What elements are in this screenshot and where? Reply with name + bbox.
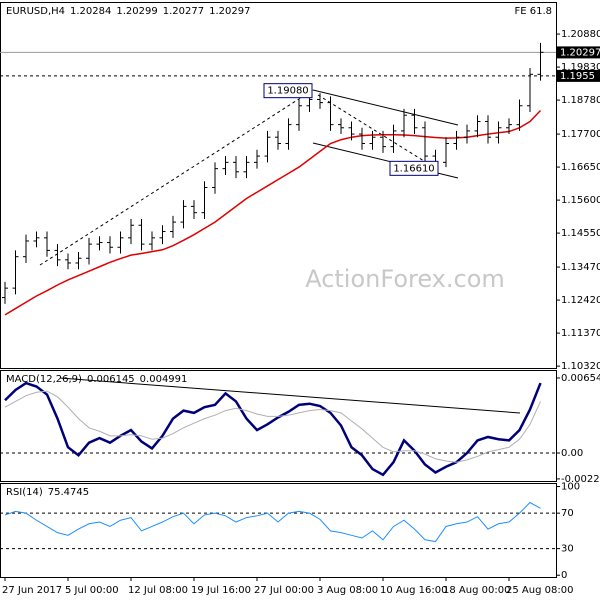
y-tick-label: 1.13470	[561, 262, 600, 273]
annotation-label: 1.16610	[393, 163, 434, 174]
y-tick-label: 1.14550	[561, 228, 600, 239]
indicator-line	[4, 501, 541, 543]
title-text: MACD(12,26,9)	[6, 374, 82, 385]
y-tick-label: 1.16650	[561, 162, 600, 173]
panel-title: EURUSD,H4 1.20284 1.20299 1.20277 1.20297	[6, 6, 250, 17]
y-tick-label: 1.17700	[561, 129, 600, 140]
macd-panel	[0, 370, 557, 482]
x-tick-label: 3 Aug 08:00	[317, 585, 378, 596]
indicator-line	[4, 381, 542, 477]
title-text: EURUSD,H4	[6, 6, 65, 17]
panel-title: MACD(12,26,9) 0.006145 0.004991	[6, 374, 187, 385]
y-tick-label: 1.11370	[561, 328, 600, 339]
macd-trend-line	[59, 377, 521, 414]
title-text: RSI(14)	[6, 487, 43, 498]
y-tick-label: -0.002256	[561, 474, 600, 485]
y-tick-label: 70	[561, 508, 574, 519]
panel-title: RSI(14) 75.4745	[6, 487, 89, 498]
x-tick-label: 12 Jul 08:00	[128, 585, 188, 596]
y-tick-label: 1.12420	[561, 295, 600, 306]
level-label: 1.1955	[560, 71, 595, 82]
level-label: 1.20297	[560, 47, 600, 58]
quote-value: 75.4745	[48, 487, 89, 498]
x-tick-label: 10 Aug 16:00	[380, 585, 447, 596]
y-tick-label: 100	[561, 482, 580, 493]
rsi-panel	[0, 483, 557, 578]
level-label-box	[557, 46, 600, 59]
level-label-box	[557, 69, 600, 82]
x-tick-label: 27 Jun 2017	[2, 585, 62, 596]
channel-line	[312, 89, 459, 126]
indicator-line	[4, 390, 541, 463]
x-tick-label: 25 Aug 08:00	[506, 585, 573, 596]
quote-value: 0.006145	[87, 374, 135, 385]
trend-line	[39, 89, 314, 266]
x-tick-label: 18 Aug 00:00	[443, 585, 510, 596]
y-tick-label: 0.00	[561, 448, 583, 459]
y-tick-label: 1.15600	[561, 195, 600, 206]
y-tick-label: 1.20880	[561, 29, 600, 40]
moving-average	[4, 109, 542, 316]
annotation-box	[263, 83, 313, 99]
quote-value: 1.20297	[209, 6, 250, 17]
corner-text: FE 61.8	[514, 6, 552, 17]
y-tick-label: 1.19830	[561, 62, 600, 73]
y-tick-label: 0	[561, 570, 567, 581]
quote-value: 1.20277	[163, 6, 204, 17]
watermark: ActionForex.com	[305, 265, 505, 293]
x-tick-label: 5 Jul 00:00	[65, 585, 119, 596]
y-tick-label: 1.10320	[561, 361, 600, 372]
annotation-box	[389, 160, 439, 176]
y-tick-label: 1.18780	[561, 95, 600, 106]
price-panel	[0, 2, 557, 369]
trend-line	[317, 94, 433, 167]
annotation-label: 1.19080	[267, 86, 308, 97]
y-tick-label: 0.006545	[561, 373, 600, 384]
y-tick-label: 30	[561, 544, 574, 555]
quote-value: 0.004991	[140, 374, 188, 385]
quote-value: 1.20299	[116, 6, 157, 17]
x-tick-label: 19 Jul 16:00	[191, 585, 251, 596]
x-tick-label: 27 Jul 00:00	[254, 585, 314, 596]
quote-value: 1.20284	[70, 6, 111, 17]
